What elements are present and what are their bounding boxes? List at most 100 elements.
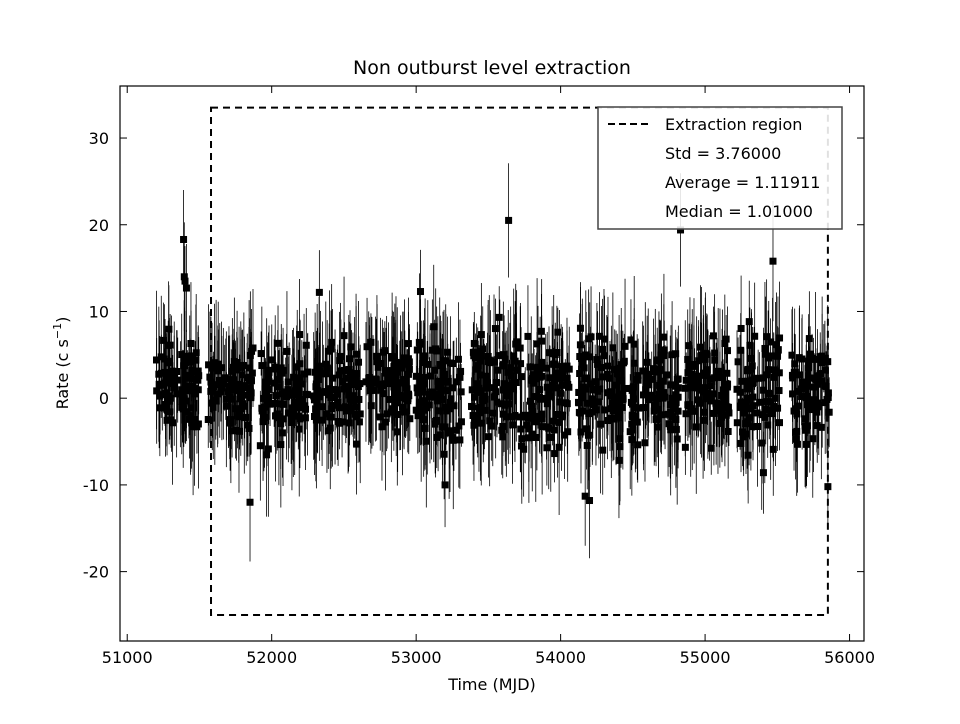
data-point	[312, 411, 320, 419]
data-point	[526, 363, 534, 371]
data-point	[379, 348, 387, 356]
data-point	[292, 387, 300, 395]
data-point	[764, 389, 772, 397]
data-point	[715, 419, 723, 427]
data-point	[677, 226, 685, 234]
data-point	[185, 387, 193, 395]
data-point	[219, 380, 227, 388]
data-point	[168, 380, 176, 388]
data-point	[748, 380, 756, 388]
data-point	[764, 366, 772, 374]
data-point	[438, 395, 446, 403]
data-point	[178, 351, 186, 359]
data-point	[754, 374, 762, 382]
data-point	[773, 341, 781, 349]
data-point	[684, 355, 692, 363]
data-point	[774, 346, 782, 354]
data-point	[450, 402, 458, 410]
data-point	[178, 393, 186, 401]
data-point	[615, 456, 623, 464]
data-point	[599, 345, 607, 353]
data-point	[817, 423, 825, 431]
data-point	[311, 368, 319, 376]
data-point	[775, 419, 783, 427]
data-point	[302, 341, 310, 349]
data-point	[806, 396, 814, 404]
data-point	[484, 433, 492, 441]
extraction-region-box	[210, 106, 829, 616]
data-point	[587, 333, 595, 341]
data-point	[663, 371, 671, 379]
data-point	[499, 362, 507, 370]
data-point	[263, 451, 271, 459]
data-point	[682, 410, 690, 418]
data-point	[660, 389, 668, 397]
data-point	[776, 334, 784, 342]
data-point	[667, 426, 675, 434]
data-point	[181, 277, 189, 285]
data-point	[751, 332, 759, 340]
data-point	[711, 356, 719, 364]
data-point	[793, 440, 801, 448]
data-point	[507, 372, 515, 380]
data-point	[582, 425, 590, 433]
data-point	[655, 366, 663, 374]
data-point	[607, 388, 615, 396]
data-point	[283, 347, 291, 355]
data-point	[378, 382, 386, 390]
data-point	[489, 409, 497, 417]
data-point	[763, 398, 771, 406]
data-point	[444, 377, 452, 385]
data-point	[333, 401, 341, 409]
data-point	[641, 439, 649, 447]
data-point	[208, 364, 216, 372]
data-point	[493, 398, 501, 406]
data-point	[502, 392, 510, 400]
data-point	[473, 413, 481, 421]
y-tick-label: 20	[89, 216, 109, 235]
data-point	[671, 405, 679, 413]
data-point	[256, 442, 264, 450]
data-point	[589, 401, 597, 409]
data-point	[657, 383, 665, 391]
data-point	[746, 385, 754, 393]
data-point	[762, 405, 770, 413]
data-point	[769, 352, 777, 360]
data-point	[293, 363, 301, 371]
data-point	[434, 383, 442, 391]
data-point	[737, 398, 745, 406]
data-point	[476, 357, 484, 365]
data-point	[634, 441, 642, 449]
data-point	[245, 373, 253, 381]
data-point	[803, 422, 811, 430]
data-point	[295, 374, 303, 382]
data-point	[160, 336, 168, 344]
data-point	[764, 421, 772, 429]
data-point	[499, 410, 507, 418]
data-point	[432, 417, 440, 425]
data-point	[162, 400, 170, 408]
data-point	[810, 383, 818, 391]
data-point	[628, 411, 636, 419]
data-point	[347, 343, 355, 351]
data-point	[173, 367, 181, 375]
x-tick-label: 53000	[391, 648, 442, 667]
data-point	[528, 408, 536, 416]
data-point	[338, 418, 346, 426]
data-point	[582, 385, 590, 393]
data-point	[492, 378, 500, 386]
data-point	[546, 392, 554, 400]
data-point	[214, 381, 222, 389]
data-point	[445, 429, 453, 437]
data-point	[428, 388, 436, 396]
data-point	[665, 420, 673, 428]
data-point	[228, 367, 236, 375]
data-point	[474, 388, 482, 396]
data-point	[587, 380, 595, 388]
data-point	[218, 364, 226, 372]
data-point	[240, 414, 248, 422]
data-point	[417, 410, 425, 418]
data-point	[618, 403, 626, 411]
data-point	[263, 391, 271, 399]
